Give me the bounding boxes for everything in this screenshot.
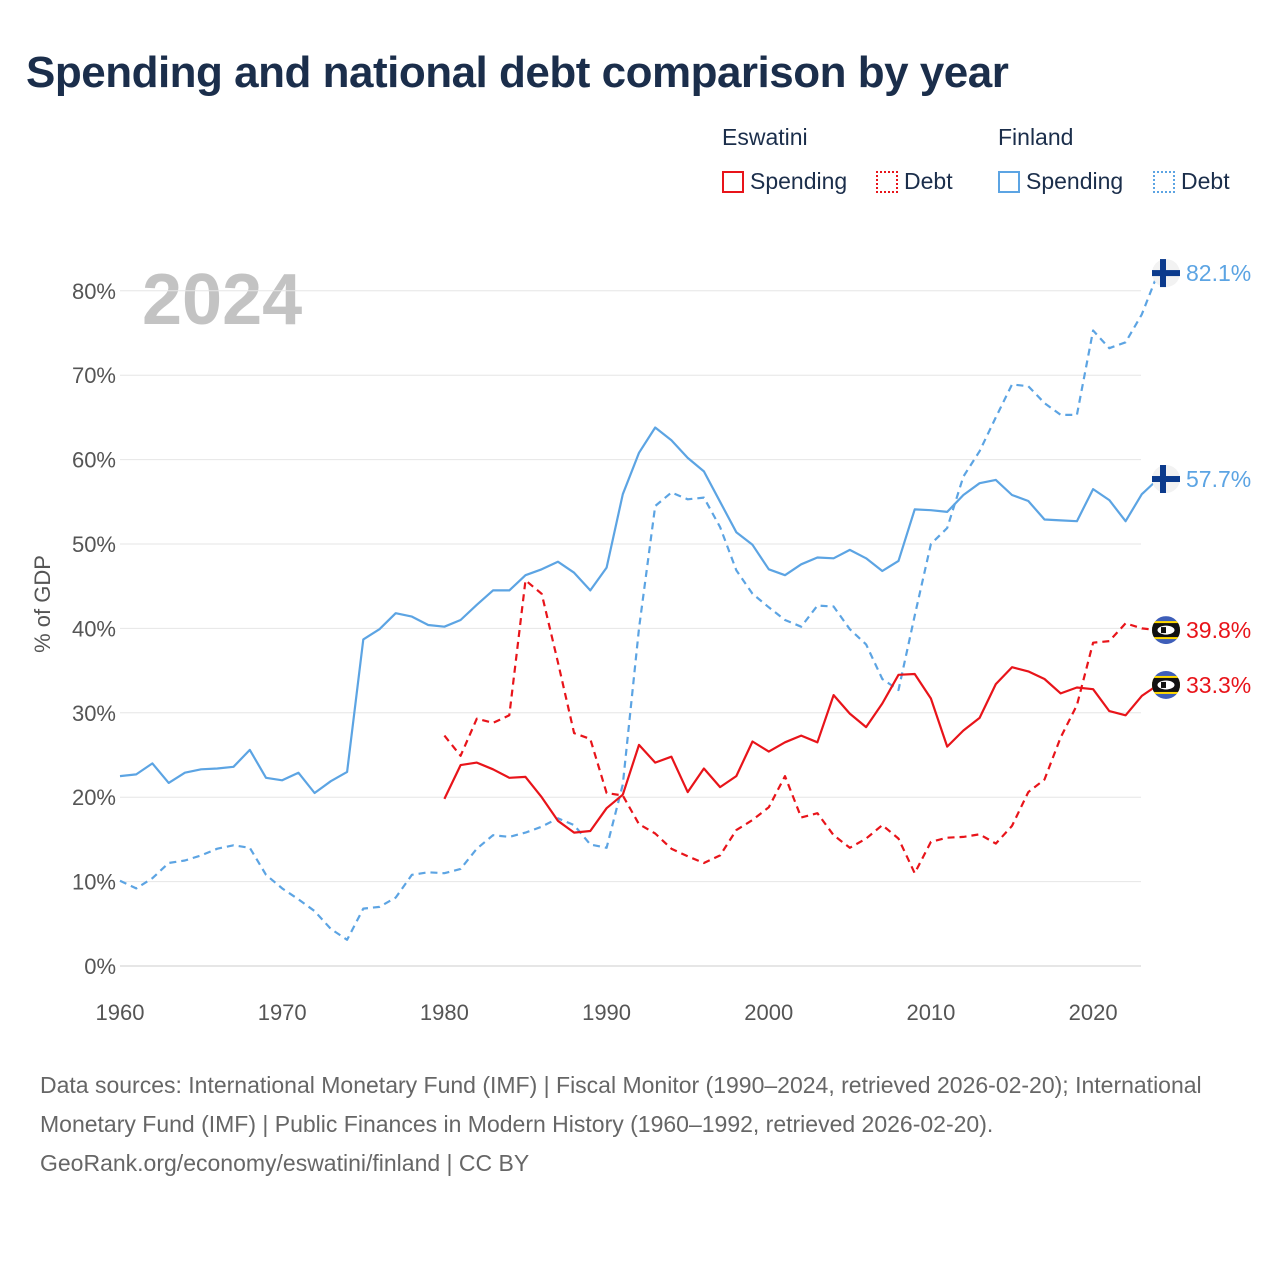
- legend-label: Spending: [1026, 168, 1124, 194]
- y-axis-label: % of GDP: [30, 555, 55, 653]
- x-tick-label: 1960: [96, 1000, 145, 1025]
- series-line-eswatini-spending[interactable]: [443, 666, 1159, 834]
- end-value-label: 82.1%: [1186, 260, 1251, 286]
- gridlines: [120, 290, 1141, 967]
- series-lines: [119, 272, 1160, 941]
- y-tick-label: 60%: [72, 448, 116, 473]
- y-tick-label: 80%: [72, 279, 116, 304]
- end-markers: 57.7% 82.1% 33.3% 39.8%: [1152, 259, 1251, 699]
- legend-label: Spending: [750, 168, 848, 194]
- legend-label: Debt: [1181, 168, 1230, 194]
- x-tick-label: 1980: [420, 1000, 469, 1025]
- year-display: 2024: [142, 260, 302, 340]
- x-tick-label: 2000: [744, 1000, 793, 1025]
- x-tick-label: 1990: [582, 1000, 631, 1025]
- legend-finland-spending[interactable]: Spending: [998, 168, 1123, 195]
- data-sources: Data sources: International Monetary Fun…: [40, 1072, 1202, 1137]
- y-tick-label: 70%: [72, 363, 116, 388]
- y-tick-label: 10%: [72, 870, 116, 895]
- legend-finland-debt[interactable]: Debt: [1153, 168, 1230, 195]
- series-line-finland-debt[interactable]: [119, 272, 1160, 941]
- y-tick-label: 0%: [84, 954, 116, 979]
- y-tick-label: 40%: [72, 616, 116, 641]
- x-tick-label: 1970: [258, 1000, 307, 1025]
- series-line-eswatini-debt[interactable]: [443, 579, 1159, 875]
- flag-icon-finland: [1152, 465, 1180, 494]
- series-line-finland-spending[interactable]: [119, 426, 1159, 795]
- x-axis: 1960 1970 1980 1990 2000 2010 2020: [96, 1000, 1118, 1025]
- flag-icon-finland: [1152, 259, 1180, 288]
- legend-swatch-dotted: [876, 170, 898, 193]
- end-value-label: 39.8%: [1186, 617, 1251, 643]
- flag-icon-eswatini: [1152, 616, 1180, 645]
- y-tick-label: 30%: [72, 701, 116, 726]
- footer: Data sources: International Monetary Fun…: [40, 1066, 1240, 1183]
- legend-eswatini-debt[interactable]: Debt: [876, 168, 953, 195]
- end-value-label: 57.7%: [1186, 466, 1251, 492]
- legend-swatch-dotted: [1153, 170, 1175, 193]
- legend-label: Debt: [904, 168, 953, 194]
- legend-country-finland: Finland: [998, 124, 1074, 150]
- legend-country-eswatini: Eswatini: [722, 124, 808, 150]
- legend-swatch-solid: [722, 170, 744, 193]
- flag-icon-eswatini: [1152, 670, 1180, 699]
- x-tick-label: 2020: [1069, 1000, 1118, 1025]
- end-value-label: 33.3%: [1186, 672, 1251, 698]
- chart-title: Spending and national debt comparison by…: [26, 48, 1009, 97]
- legend-swatch-solid: [998, 170, 1020, 193]
- y-axis: 0% 10% 20% 30% 40% 50% 60% 70% 80%: [72, 279, 116, 979]
- source-link[interactable]: GeoRank.org/economy/eswatini/finland | C…: [40, 1150, 530, 1176]
- y-tick-label: 20%: [72, 785, 116, 810]
- y-tick-label: 50%: [72, 532, 116, 557]
- chart-area: 2024 0% 10% 20% 30% 40% 50% 60% 70% 80% 1960 1970…: [30, 259, 1251, 1025]
- x-tick-label: 2010: [906, 1000, 955, 1025]
- legend-eswatini-spending[interactable]: Spending: [722, 168, 847, 195]
